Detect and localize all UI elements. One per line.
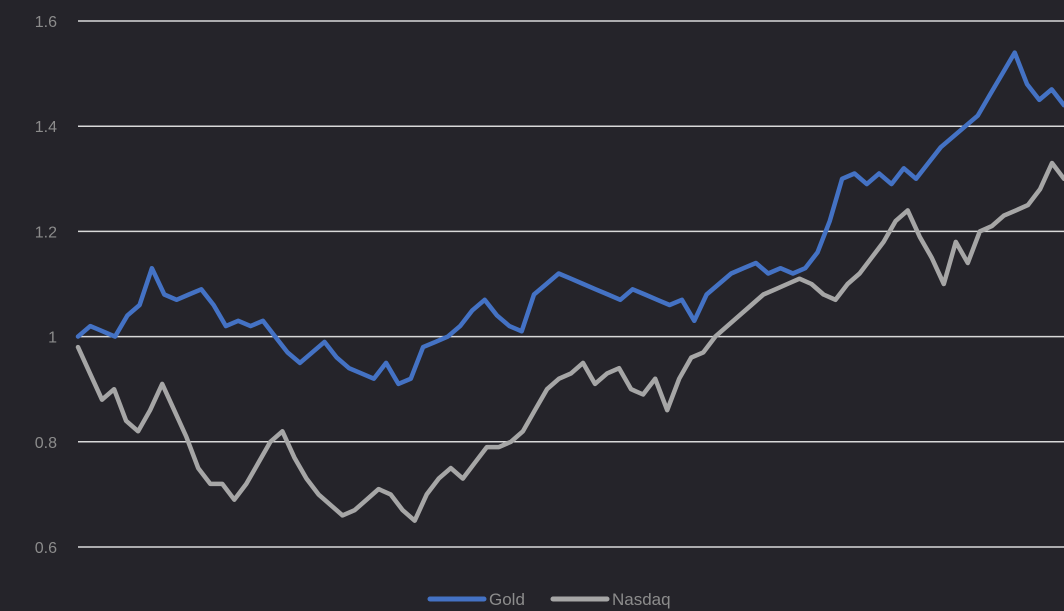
legend-label-nasdaq: Nasdaq: [612, 590, 671, 609]
gridlines: [78, 20, 1064, 548]
y-axis-ticks: 0.6 0.8 1 1.2 1.4 1.6: [35, 14, 57, 557]
legend-label-gold: Gold: [489, 590, 525, 609]
series-line-nasdaq: [75, 160, 1064, 523]
legend: Gold Nasdaq: [427, 590, 671, 609]
y-tick-label: 1.6: [35, 14, 57, 31]
series-line-gold: [75, 50, 1064, 387]
y-tick-label: 0.6: [35, 540, 57, 557]
series-lines: [75, 50, 1064, 523]
y-tick-label: 1.4: [35, 119, 57, 136]
y-tick-label: 0.8: [35, 435, 57, 452]
y-tick-label: 1.2: [35, 224, 57, 241]
y-tick-label: 1: [48, 330, 57, 347]
